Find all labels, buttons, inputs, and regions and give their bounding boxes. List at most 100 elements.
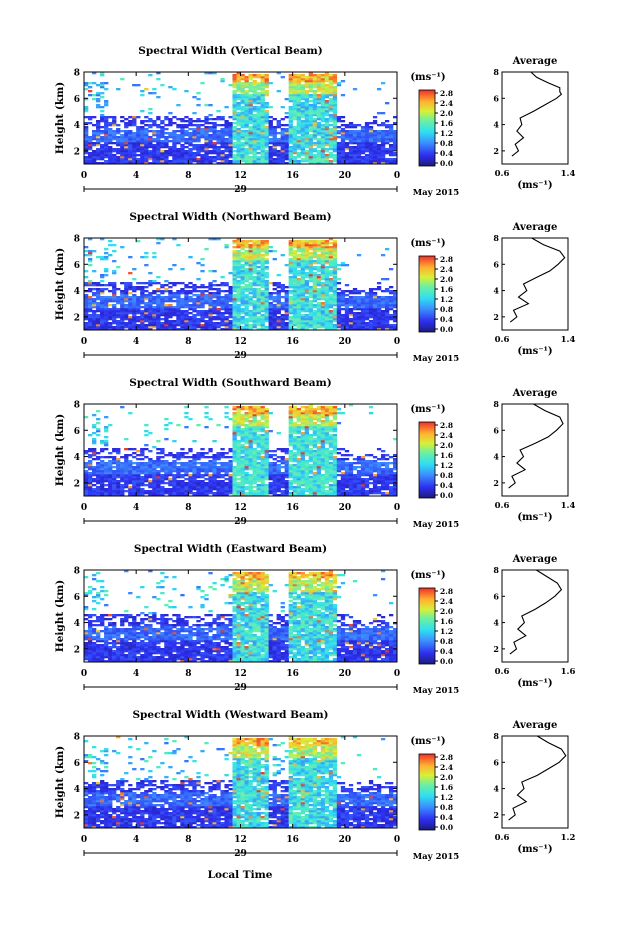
heatmap-cell <box>88 302 93 305</box>
heatmap-cell <box>156 150 161 153</box>
heatmap-cell <box>84 106 89 109</box>
heatmap-cell <box>260 84 265 87</box>
heatmap-cell <box>188 292 193 295</box>
heatmap-cell <box>232 312 237 315</box>
heatmap-cell <box>180 474 185 477</box>
heatmap-cell <box>308 300 314 303</box>
heatmap-cell <box>232 100 237 103</box>
heatmap-cell <box>84 82 89 85</box>
heatmap-cell <box>208 482 213 485</box>
heatmap-cell <box>128 462 133 465</box>
heatmap-cell <box>156 324 161 327</box>
heatmap-cell <box>132 162 137 165</box>
heatmap-cell <box>160 160 165 163</box>
heatmap-cell <box>124 484 129 487</box>
heatmap-cell <box>320 292 326 295</box>
heatmap-cell <box>252 162 257 165</box>
heatmap-cell <box>292 264 297 267</box>
heatmap-cell <box>304 138 310 141</box>
heatmap-cell <box>232 74 237 77</box>
heatmap-cell <box>304 318 310 321</box>
heatmap-cell <box>272 304 277 307</box>
heatmap-cell <box>204 482 209 485</box>
heatmap-cell <box>328 288 334 291</box>
heatmap-cell <box>152 310 157 313</box>
heatmap-cell <box>192 302 197 305</box>
heatmap-cell <box>308 156 314 159</box>
heatmap-cell <box>176 294 181 297</box>
heatmap-cell <box>132 466 137 469</box>
heatmap-cell <box>188 286 193 289</box>
heatmap-cell <box>116 450 121 453</box>
heatmap-cell <box>392 144 398 147</box>
heatmap-cell <box>196 312 201 315</box>
heatmap-cell <box>84 116 89 119</box>
heatmap-cell <box>128 154 133 157</box>
heatmap-cell <box>156 298 161 301</box>
heatmap-cell <box>160 482 165 485</box>
heatmap-cell <box>132 146 137 149</box>
heatmap-cell <box>100 460 105 463</box>
heatmap-cell <box>128 304 133 307</box>
heatmap-cell <box>244 142 249 145</box>
heatmap-cell <box>192 120 197 123</box>
heatmap-cell <box>128 310 133 313</box>
heatmap-cell <box>336 158 342 161</box>
heatmap-cell <box>324 244 330 247</box>
heatmap-cell <box>324 140 330 143</box>
heatmap-cell <box>176 494 181 497</box>
heatmap-cell <box>260 292 265 295</box>
heatmap-cell <box>160 488 165 491</box>
heatmap-cell <box>256 256 261 259</box>
heatmap-cell <box>136 140 141 143</box>
heatmap-cell <box>208 156 213 159</box>
heatmap-cell <box>380 304 386 307</box>
heatmap-cell <box>236 322 241 325</box>
heatmap-cell <box>228 300 233 303</box>
heatmap-cell <box>324 132 330 135</box>
heatmap-cell <box>124 460 129 463</box>
heatmap-cell <box>208 448 213 451</box>
heatmap-cell <box>308 322 314 325</box>
heatmap-cell <box>332 126 338 129</box>
heatmap-cell <box>180 290 185 293</box>
heatmap-cell <box>208 270 213 273</box>
heatmap-cell <box>220 284 225 287</box>
heatmap-cell <box>232 290 237 293</box>
heatmap-cell <box>296 272 301 275</box>
heatmap-cell <box>368 314 374 317</box>
heatmap-cell <box>240 308 245 311</box>
heatmap-cell <box>332 244 338 247</box>
heatmap-cell <box>208 492 213 495</box>
heatmap-cell <box>288 298 293 301</box>
heatmap-cell <box>384 134 390 137</box>
heatmap-cell <box>296 148 301 151</box>
heatmap-cell <box>156 458 161 461</box>
heatmap-cell <box>240 132 245 135</box>
heatmap-cell <box>208 146 213 149</box>
heatmap-cell <box>364 144 370 147</box>
heatmap-cell <box>188 468 193 471</box>
heatmap-cell <box>208 328 213 331</box>
heatmap-cell <box>120 456 125 459</box>
heatmap-cell <box>100 258 105 261</box>
heatmap-cell <box>232 118 237 121</box>
heatmap-cell <box>380 314 386 317</box>
heatmap-cell <box>260 240 265 243</box>
heatmap-cell <box>88 86 93 89</box>
heatmap-cell <box>128 320 133 323</box>
heatmap-cell <box>308 280 314 283</box>
heatmap-cell <box>320 92 326 95</box>
heatmap-cell <box>240 114 245 117</box>
heatmap-cell <box>324 322 330 325</box>
heatmap-cell <box>196 154 201 157</box>
heatmap-cell <box>120 296 125 299</box>
colorbar-tick-label: 0.0 <box>440 159 453 168</box>
heatmap-cell <box>216 424 221 427</box>
heatmap-cell <box>132 314 137 317</box>
heatmap-cell <box>228 148 233 151</box>
heatmap-cell <box>120 138 125 141</box>
heatmap-cell <box>272 158 277 161</box>
heatmap-cell <box>308 120 314 123</box>
heatmap-cell <box>280 306 285 309</box>
